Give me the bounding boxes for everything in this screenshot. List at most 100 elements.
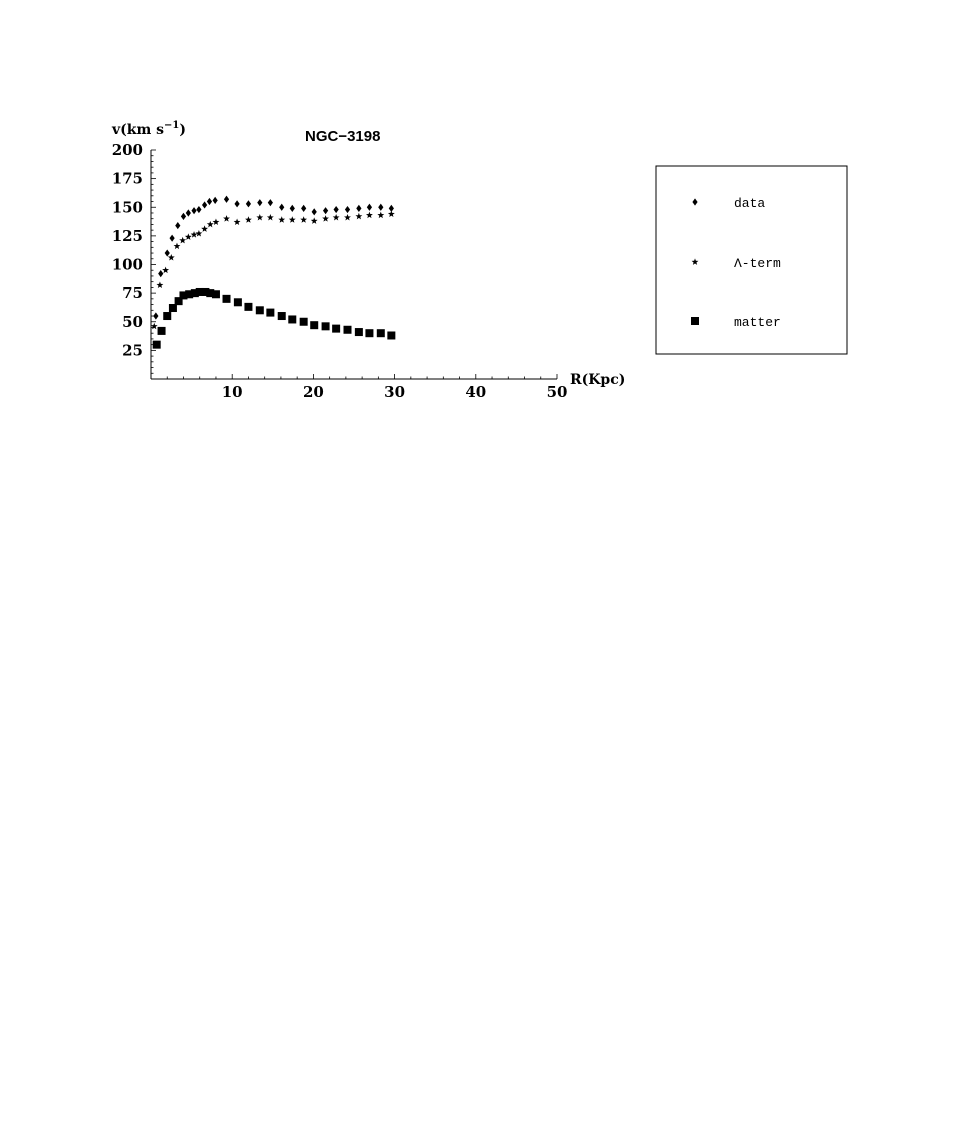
matter-point — [255, 306, 264, 315]
legend-marker-matter — [691, 317, 699, 325]
lambda-term-point — [278, 216, 286, 223]
matter-point — [387, 331, 396, 340]
lambda-term-point — [150, 322, 158, 330]
x-tick-label: 10 — [222, 383, 243, 401]
matter-point — [354, 328, 363, 337]
y-tick-label: 175 — [112, 170, 143, 188]
matter-point — [195, 287, 204, 296]
data-point — [164, 249, 170, 257]
matter-point — [266, 308, 275, 317]
lambda-term-point — [355, 212, 363, 220]
chart-title: NGC−3198 — [305, 128, 380, 145]
data-point — [366, 203, 373, 211]
lambda-term-point — [212, 218, 220, 226]
legend: data Λ-term matter — [655, 165, 848, 355]
matter-point — [233, 298, 242, 307]
y-axis-title: v(km s−1) — [111, 120, 186, 138]
lambda-term-point — [173, 242, 181, 250]
matter-point — [157, 326, 166, 335]
data-point — [301, 204, 307, 212]
legend-marker-data — [692, 198, 698, 206]
x-axis-title: R(Kpc) — [570, 372, 625, 388]
matter-point — [174, 297, 183, 306]
y-tick-label: 200 — [112, 141, 143, 159]
data-point — [279, 203, 285, 211]
x-tick-label: 30 — [384, 383, 405, 401]
matter-point — [201, 287, 210, 296]
y-tick-label: 125 — [112, 227, 143, 245]
y-tick-label: 150 — [112, 198, 143, 216]
data-points — [150, 195, 396, 349]
lambda-term-point — [266, 213, 274, 221]
lambda-term-point — [310, 217, 318, 224]
matter-point — [222, 294, 231, 303]
legend-label-matter: matter — [734, 315, 781, 330]
chart-axes — [150, 150, 557, 380]
matter-point — [168, 304, 177, 313]
lambda-term-point — [184, 233, 192, 240]
y-axis-title-superscript: −1 — [164, 120, 179, 131]
lambda-term-point — [300, 216, 308, 223]
matter-point — [190, 289, 199, 298]
data-point — [267, 199, 273, 207]
data-point — [191, 207, 197, 215]
matter-point — [163, 312, 172, 321]
matter-point — [288, 315, 297, 324]
lambda-term-point — [322, 215, 329, 222]
lambda-term-point — [206, 220, 214, 228]
data-point — [356, 204, 362, 212]
matter-point — [185, 290, 194, 299]
data-point — [322, 207, 329, 215]
lambda-term-point — [223, 215, 230, 222]
data-point — [196, 205, 202, 214]
legend-label-lambda-term: Λ-term — [734, 256, 781, 271]
lambda-term-point — [366, 211, 373, 219]
y-tick-label: 100 — [112, 256, 143, 274]
matter-point — [179, 291, 188, 300]
lambda-term-point — [195, 229, 203, 237]
matter-point — [244, 302, 253, 311]
data-point — [257, 199, 263, 207]
matter-point — [152, 340, 161, 349]
y-tick-label: 50 — [122, 313, 143, 331]
lambda-term-point — [245, 216, 252, 223]
matter-point — [376, 329, 385, 338]
legend-label-data: data — [734, 196, 765, 211]
lambda-term-point — [387, 210, 395, 218]
x-tick-label: 50 — [547, 383, 568, 401]
lambda-term-point — [190, 231, 198, 238]
matter-point — [332, 324, 341, 333]
lambda-term-point — [344, 213, 351, 221]
data-point — [388, 204, 394, 212]
matter-point — [310, 321, 319, 330]
lambda-term-point — [167, 254, 175, 261]
data-point — [245, 200, 252, 208]
y-tick-label: 75 — [122, 284, 143, 302]
data-point — [153, 312, 159, 320]
lambda-term-point — [162, 266, 170, 274]
lambda-term-point — [377, 211, 385, 219]
x-tick-label: 20 — [303, 383, 324, 401]
matter-point — [299, 317, 308, 326]
matter-point — [277, 312, 286, 321]
lambda-term-point — [233, 218, 241, 226]
data-point — [175, 221, 181, 230]
matter-point — [321, 322, 330, 331]
data-point — [185, 209, 191, 217]
data-point — [212, 196, 218, 204]
data-point — [289, 204, 295, 212]
lambda-term-point — [256, 213, 264, 221]
data-point — [169, 234, 175, 242]
data-point — [344, 205, 351, 214]
data-point — [223, 195, 230, 203]
x-tick-label: 40 — [465, 383, 486, 401]
data-point — [333, 205, 339, 214]
legend-box — [655, 165, 848, 355]
lambda-term-point — [332, 213, 340, 221]
lambda-term-point — [156, 281, 164, 289]
lambda-term-point — [201, 225, 209, 232]
lambda-term-point — [288, 216, 296, 223]
data-point — [234, 200, 240, 208]
legend-marker-lambda-term — [691, 258, 699, 265]
